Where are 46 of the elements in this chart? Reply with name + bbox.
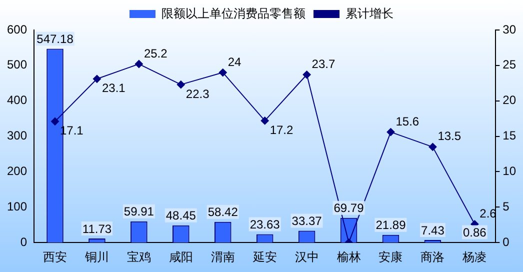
y-tick-label: 200 [6,164,28,178]
legend-label: 累计增长 [346,6,394,20]
x-tick-label: 西安 [43,250,68,264]
y-tick-label: 500 [6,58,28,72]
x-tick-label: 延安 [252,250,277,264]
x-tick-label: 铜川 [84,250,109,264]
data-label: 7.43 [421,223,445,238]
y2-tick-label: 15 [502,128,516,143]
data-label: 547.18 [36,32,74,46]
y-tick-label: 600 [6,22,28,36]
y-tick-label: 100 [6,199,28,214]
data-label: 0.86 [462,226,487,240]
x-tick-label: 渭南 [210,250,235,264]
data-label: 33.37 [292,214,322,228]
y2-tick-label: 0 [502,234,510,249]
data-label: 15.6 [396,114,420,128]
x-tick-label: 榆林 [336,250,361,264]
data-label: 22.3 [186,86,210,101]
data-label: 58.42 [208,205,238,220]
data-label: 23.63 [250,218,280,232]
y-tick-label: 0 [20,234,28,249]
y-tick-label: 400 [6,93,28,108]
data-label: 69.79 [334,201,364,216]
data-label: 23.1 [102,81,126,96]
x-tick-label: 咸阳 [168,250,193,264]
x-tick-label: 汉中 [294,250,319,264]
data-label: 25.2 [144,46,168,60]
y2-tick-label: 5 [502,199,510,214]
y2-tick-label: 10 [502,164,516,178]
data-label: 48.45 [166,208,196,223]
data-label: 17.2 [270,123,294,138]
y2-tick-label: 20 [502,93,516,108]
x-tick-label: 商洛 [420,250,445,264]
x-tick-label: 安康 [378,250,403,264]
y2-tick-label: 25 [502,58,516,72]
x-tick-label: 宝鸡 [126,250,151,264]
data-label: 59.91 [124,204,154,219]
y2-tick-label: 30 [502,22,516,36]
data-label: 24 [228,54,242,69]
y-tick-label: 300 [6,128,28,143]
x-tick-label: 杨凌 [462,250,487,264]
data-label: 21.89 [376,218,406,232]
data-label: 11.73 [82,222,112,236]
data-label: 23.7 [312,56,336,71]
legend-label: 限额以上单位消费品零售额 [162,6,306,20]
data-label: 13.5 [438,129,462,144]
